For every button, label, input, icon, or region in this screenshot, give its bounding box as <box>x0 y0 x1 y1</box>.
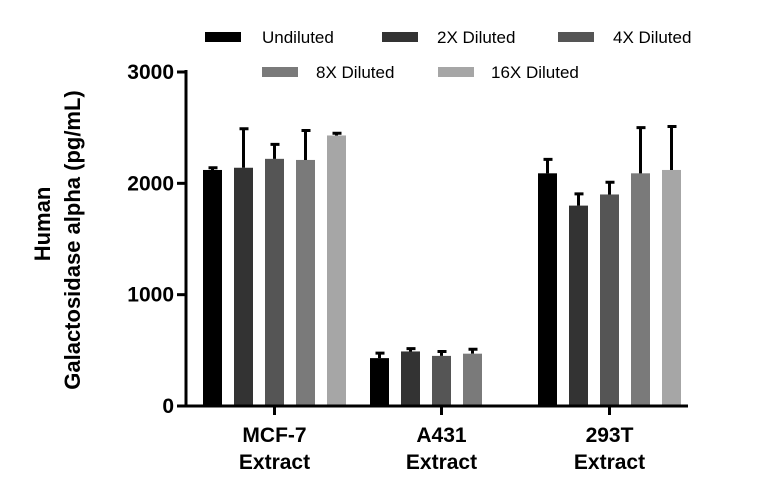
bar-undiluted-1 <box>370 358 389 406</box>
x-tick-label-1-0: A431 <box>416 424 467 447</box>
error-bar-3-0 <box>301 128 311 160</box>
error-bar-4-2 <box>667 125 677 170</box>
error-bar-1-2 <box>574 192 584 206</box>
y-tick-label-0: 0 <box>162 395 174 418</box>
x-tick-label-1-1: Extract <box>406 451 477 474</box>
legend-swatch-2x-diluted <box>382 32 418 42</box>
bar-2x-diluted-2 <box>569 205 588 406</box>
bar-8x-diluted-1 <box>463 353 482 406</box>
bar-4x-diluted-0 <box>265 158 284 406</box>
error-bar-2-0 <box>270 142 280 159</box>
x-tick-label-2-0: 293T <box>586 424 634 447</box>
bar-2x-diluted-0 <box>234 167 253 406</box>
error-bar-0-0 <box>208 166 218 170</box>
legend-swatch-16x-diluted <box>438 67 474 77</box>
y-tick-label-2: 2000 <box>127 172 174 195</box>
legend-label-8x-diluted: 8X Diluted <box>316 63 394 82</box>
legend-label-undiluted: Undiluted <box>262 28 334 47</box>
error-bar-2-1 <box>437 349 447 356</box>
error-bar-2-2 <box>605 180 615 195</box>
bar-undiluted-0 <box>203 169 222 406</box>
error-bar-1-1 <box>406 347 416 352</box>
y-tick-label-3: 3000 <box>127 61 174 84</box>
bar-2x-diluted-1 <box>401 351 420 406</box>
x-tick-label-2-1: Extract <box>574 451 645 474</box>
bar-4x-diluted-2 <box>600 194 619 406</box>
legend-label-16x-diluted: 16X Diluted <box>491 63 579 82</box>
legend-label-2x-diluted: 2X Diluted <box>437 28 515 47</box>
bar-16x-diluted-2 <box>662 169 681 406</box>
bar-4x-diluted-1 <box>432 355 451 406</box>
legend-swatch-undiluted <box>205 32 241 42</box>
error-bar-0-2 <box>543 157 553 174</box>
y-axis-label-line2: Galactosidase alpha (pg/mL) <box>60 90 85 390</box>
x-tick-label-0-0: MCF-7 <box>242 424 306 447</box>
bar-16x-diluted-0 <box>327 135 346 406</box>
error-bar-3-2 <box>636 126 646 174</box>
legend-swatch-8x-diluted <box>262 67 298 77</box>
legend-swatch-4x-diluted <box>558 32 594 42</box>
bar-8x-diluted-0 <box>296 159 315 406</box>
x-tick-label-0-1: Extract <box>239 451 310 474</box>
bar-undiluted-2 <box>538 173 557 406</box>
y-axis-label-line1: Human <box>30 187 55 262</box>
error-bar-3-1 <box>468 347 478 354</box>
bar-8x-diluted-2 <box>631 173 650 406</box>
legend: Undiluted 2X Diluted 4X Diluted 8X Diluted 1… <box>205 28 691 82</box>
error-bar-0-1 <box>375 351 385 359</box>
legend-label-4x-diluted: 4X Diluted <box>613 28 691 47</box>
error-bar-1-0 <box>239 127 249 168</box>
error-bar-4-0 <box>332 131 342 136</box>
plot-area: 0 1000 2000 3000 MCF-7 Extract A431 Extract 293T… <box>127 61 681 474</box>
y-tick-label-1: 1000 <box>127 284 174 307</box>
